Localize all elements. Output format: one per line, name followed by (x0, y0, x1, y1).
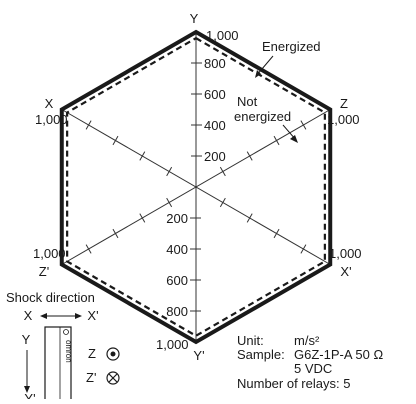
out-of-page-dot-icon (110, 351, 116, 357)
unit-value: m/s² (294, 333, 320, 348)
shock-yp-label: Y' (24, 391, 35, 399)
axes-group (61, 32, 331, 342)
tick-mark (273, 228, 280, 239)
tick-mark (246, 213, 253, 223)
tick-label-lower: 400 (166, 242, 188, 257)
tick-mark (85, 120, 92, 130)
shock-x-arrow-right (75, 313, 82, 319)
series-group (59, 29, 333, 345)
shock-x-arrow-left (40, 313, 47, 319)
tick-mark (85, 244, 92, 254)
shock-x-label: X (24, 308, 33, 323)
tick-mark (112, 228, 119, 239)
tick-mark (246, 151, 253, 161)
shock-xp-label: X' (87, 308, 98, 323)
axis-label-z: Z (340, 96, 348, 111)
tick-label-upper: 200 (204, 149, 226, 164)
tick-label-lower: 200 (166, 211, 188, 226)
series-energized (59, 29, 333, 345)
tick-label-upper: 400 (204, 118, 226, 133)
shock-y-arrow-down (24, 386, 30, 393)
shock-zp-label: Z' (86, 370, 96, 385)
legend-energized: Energized (262, 39, 321, 54)
into-page-cross-b (108, 373, 118, 383)
axis-label-yp: Y' (193, 348, 204, 363)
tick-label-upper: 600 (204, 87, 226, 102)
axis-label-x: X (45, 96, 54, 111)
into-page-icon (106, 371, 120, 385)
shock-direction-diagram: Shock direction X X' Y Y' omron Z Z' (6, 290, 120, 404)
shock-title: Shock direction (6, 290, 95, 305)
tick-mark (139, 213, 146, 223)
sample-label: Sample: (237, 347, 285, 362)
tick-label-lower: 600 (166, 273, 188, 288)
sample-voltage: 5 VDC (294, 361, 332, 376)
axis-line-Xp-X (61, 109, 331, 265)
shock-y-label: Y (22, 332, 31, 347)
vertex-value-xp: 1,000 (329, 246, 362, 261)
vertex-value-x: 1,000 (35, 112, 68, 127)
sample-value: G6Z-1P-A 50 Ω (294, 347, 383, 362)
legend-not-line1: Not (237, 94, 258, 109)
relay-body (44, 326, 72, 403)
vertex-value-zp: 1,000 (33, 246, 66, 261)
out-of-page-icon (106, 347, 120, 361)
legend-energized-arrowhead (255, 70, 261, 78)
vertex-value-yp: 1,000 (156, 337, 189, 352)
legend-not-arrowhead (290, 135, 298, 143)
relays-text: Number of relays: 5 (237, 376, 350, 391)
tick-mark (139, 151, 146, 161)
tick-mark (166, 166, 173, 177)
tick-mark (112, 135, 119, 146)
axis-label-zp: Z' (39, 264, 49, 279)
tick-mark (300, 120, 307, 130)
tick-mark (300, 244, 307, 254)
vertex-value-z: 1,000 (327, 112, 360, 127)
tick-mark (219, 197, 226, 208)
axis-label-xp: X' (340, 264, 351, 279)
shock-z-label: Z (88, 346, 96, 361)
vertex-value-y: 1,000 (206, 28, 239, 43)
tick-mark (166, 197, 173, 208)
axis-label-y: Y (190, 11, 199, 26)
legend-not-line2: energized (234, 109, 291, 124)
tick-mark (219, 166, 226, 177)
relay-brand: omron (64, 340, 73, 363)
tick-label-upper: 800 (204, 56, 226, 71)
tick-label-lower: 800 (166, 304, 188, 319)
unit-label: Unit: (237, 333, 264, 348)
labels-group: 200 200 400 400 600 600 800 800 (166, 56, 225, 319)
series-not-energized (66, 36, 326, 338)
tick-mark (273, 135, 280, 146)
relay-pin-icon (63, 329, 69, 335)
